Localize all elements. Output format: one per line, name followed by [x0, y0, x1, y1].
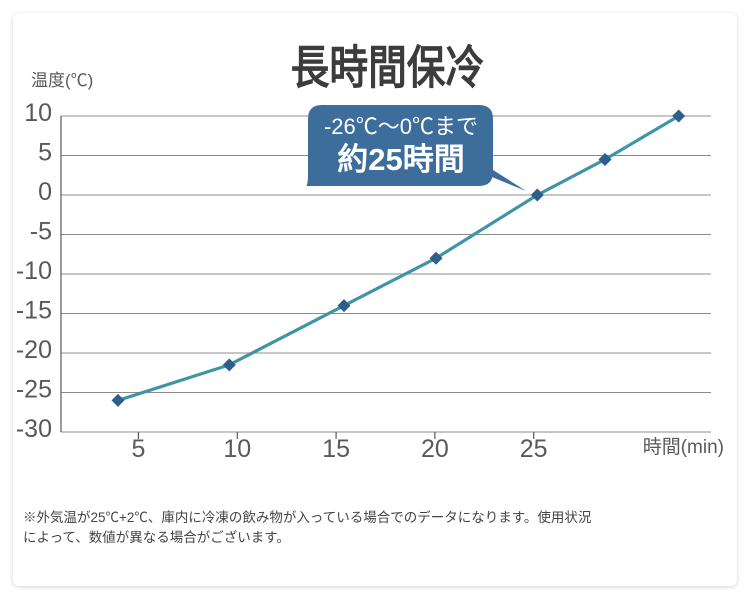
svg-text:約25時間: 約25時間: [337, 142, 464, 177]
svg-text:20: 20: [421, 435, 449, 463]
svg-text:-10: -10: [16, 257, 52, 285]
svg-text:-25: -25: [16, 376, 52, 404]
svg-text:5: 5: [131, 435, 145, 463]
svg-text:-20: -20: [16, 336, 52, 364]
svg-text:-30: -30: [16, 415, 52, 443]
svg-text:25: 25: [520, 435, 548, 463]
svg-text:-5: -5: [30, 218, 52, 246]
svg-text:10: 10: [223, 435, 251, 463]
svg-text:-15: -15: [16, 297, 52, 325]
svg-text:時間(min): 時間(min): [643, 436, 724, 458]
svg-text:-26℃〜0℃まで: -26℃〜0℃まで: [324, 114, 478, 139]
svg-text:5: 5: [38, 139, 52, 167]
svg-text:15: 15: [322, 435, 350, 463]
svg-text:0: 0: [38, 178, 52, 206]
svg-text:10: 10: [24, 99, 52, 127]
